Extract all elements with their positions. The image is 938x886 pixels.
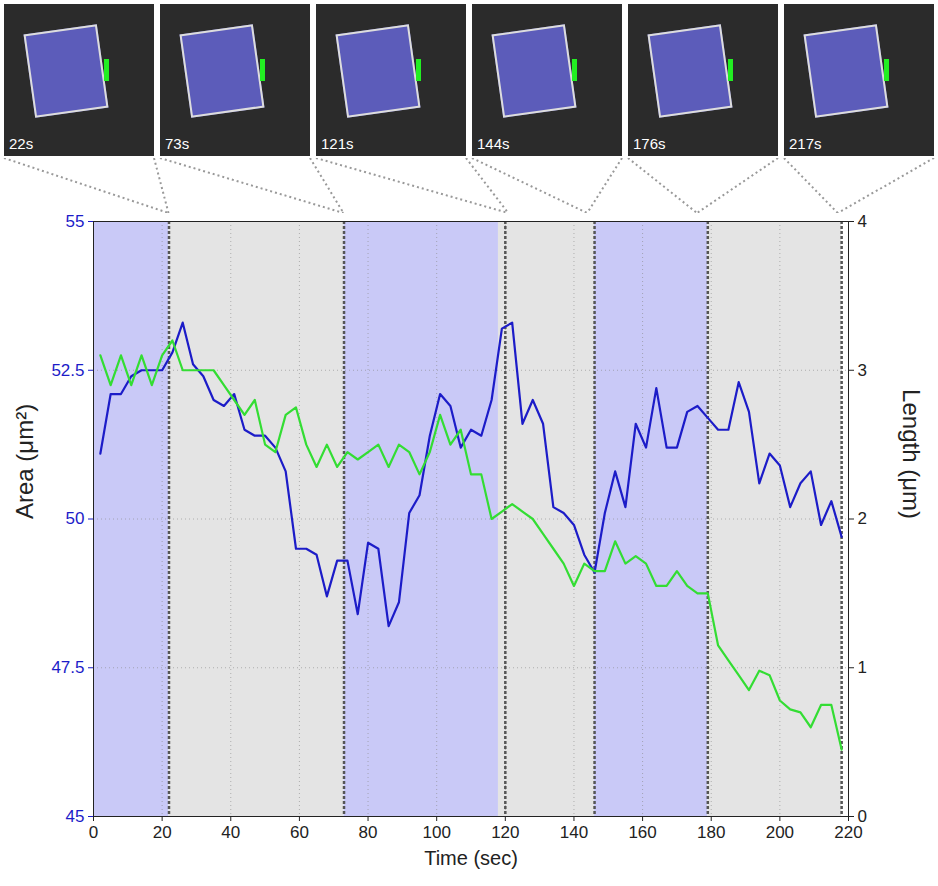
html-text:121s: 121s (321, 135, 354, 152)
html-text:144s: 144s (477, 135, 510, 152)
svg-text:50: 50 (66, 509, 85, 528)
svg-text:0: 0 (858, 807, 867, 826)
html-text:73s: 73s (165, 135, 190, 152)
svg-text:200: 200 (766, 823, 794, 842)
svg-text:52.5: 52.5 (51, 361, 84, 380)
svg-text:180: 180 (697, 823, 725, 842)
svg-text:3: 3 (858, 361, 867, 380)
svg-text:Length (μm): Length (μm) (898, 389, 925, 519)
svg-text:47.5: 47.5 (51, 658, 84, 677)
svg-text:40: 40 (221, 823, 240, 842)
svg-text:2: 2 (858, 509, 867, 528)
svg-text:Time (sec): Time (sec) (424, 847, 518, 869)
html-text:176s: 176s (633, 135, 666, 152)
svg-text:220: 220 (834, 822, 863, 842)
html-text:217s: 217s (789, 135, 822, 152)
svg-text:Area (μm²): Area (μm²) (11, 404, 38, 519)
svg-text:55: 55 (66, 213, 85, 231)
svg-text:100: 100 (422, 823, 450, 842)
svg-text:60: 60 (290, 823, 309, 842)
svg-text:80: 80 (359, 823, 378, 842)
svg-text:0: 0 (89, 823, 98, 842)
svg-text:45: 45 (66, 807, 85, 826)
svg-text:20: 20 (153, 823, 172, 842)
svg-text:120: 120 (491, 823, 519, 842)
svg-text:160: 160 (628, 823, 656, 842)
html-text:22s: 22s (9, 135, 34, 152)
svg-text:4: 4 (858, 213, 867, 231)
svg-text:1: 1 (858, 658, 867, 677)
svg-text:140: 140 (560, 823, 588, 842)
